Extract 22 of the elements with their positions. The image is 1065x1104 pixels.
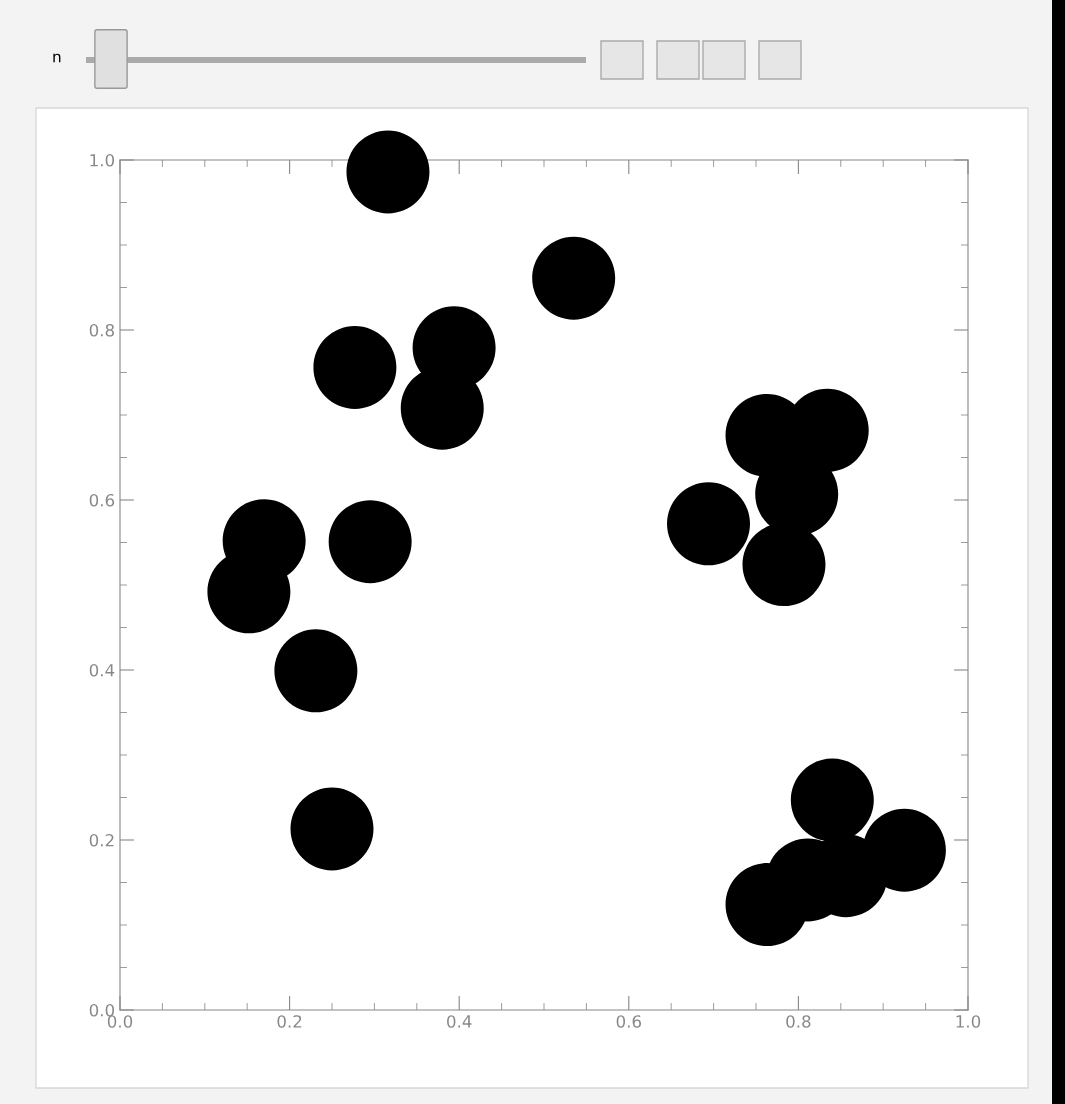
x-tick-label: 1.0 [956, 1015, 981, 1028]
point [274, 629, 358, 713]
x-tick-label: 0.4 [447, 1015, 472, 1028]
y-tick-label: 0.6 [89, 493, 115, 507]
y-tick-label: 0.4 [89, 663, 115, 677]
point [667, 482, 751, 566]
y-tick-label: 0.2 [89, 833, 114, 847]
point [313, 325, 397, 409]
x-tick-label: 0.0 [107, 1015, 133, 1028]
point [346, 130, 430, 214]
x-tick-label: 0.2 [277, 1015, 302, 1028]
y-tick-label: 1.0 [90, 153, 115, 167]
y-tick-label: 0.8 [89, 323, 114, 337]
x-tick-label: 0.8 [786, 1015, 811, 1028]
point [290, 787, 374, 871]
point [790, 758, 874, 842]
text: n [53, 53, 61, 63]
x-tick-label: 0.6 [616, 1015, 641, 1028]
y-tick-label: 0.0 [89, 1003, 115, 1017]
point [742, 523, 826, 607]
point [532, 236, 616, 320]
point [328, 500, 412, 584]
